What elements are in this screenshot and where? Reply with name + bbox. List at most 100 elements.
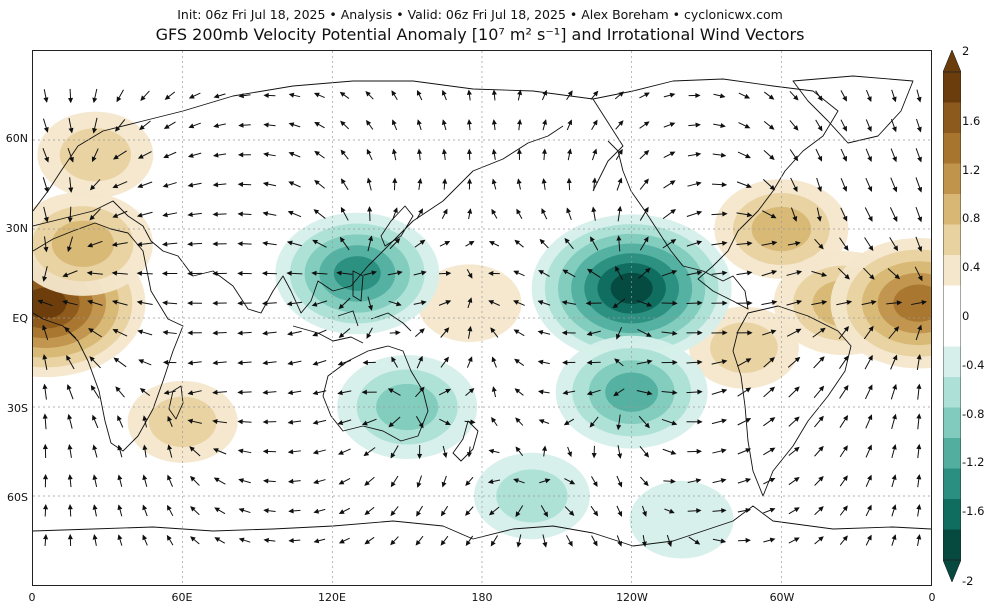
wind-vector-head xyxy=(669,92,676,98)
wind-vector-head xyxy=(115,126,121,132)
wind-vector-head xyxy=(187,182,194,188)
map-panel xyxy=(32,50,932,586)
wind-vector-head xyxy=(669,180,676,186)
wind-vector-head xyxy=(68,187,74,193)
colorbar-segment xyxy=(943,468,961,500)
wind-vector-head xyxy=(793,446,800,453)
wind-vector-head xyxy=(313,538,320,544)
wind-vector-head xyxy=(487,479,494,484)
wind-vector-head xyxy=(64,326,70,333)
wind-vector-head xyxy=(262,330,268,336)
wind-vector-head xyxy=(591,177,597,183)
wind-vector-head xyxy=(867,444,872,451)
wind-vector-head xyxy=(139,124,145,131)
wind-vector-head xyxy=(818,476,824,482)
wind-vector-head xyxy=(843,325,849,332)
wind-vector-head xyxy=(445,300,452,305)
lon-label-0-east: 0 xyxy=(928,591,936,604)
wind-vector-head xyxy=(543,511,549,518)
colorbar-min-arrow xyxy=(943,559,961,582)
wind-vector-head xyxy=(212,270,218,277)
wind-vector-head xyxy=(539,238,546,245)
colorbar-segment xyxy=(943,255,961,286)
wind-vector-head xyxy=(391,148,397,155)
wind-vector-head xyxy=(695,122,701,128)
wind-vector-head xyxy=(67,246,72,253)
wind-vector-head xyxy=(465,480,471,487)
wind-vector-head xyxy=(392,177,398,184)
wind-vector-head xyxy=(488,510,495,516)
wind-vector-head xyxy=(672,359,678,365)
wind-vector-head xyxy=(544,478,551,484)
wind-vector-head xyxy=(391,356,397,363)
wind-vector-head xyxy=(769,507,776,513)
wind-vector-head xyxy=(394,238,401,244)
wind-vector-head xyxy=(340,178,346,185)
wind-vector-head xyxy=(142,504,148,511)
wind-vector-head xyxy=(466,119,472,125)
wind-vector-head xyxy=(142,444,148,451)
wind-vector-head xyxy=(843,245,849,251)
wind-vector-head xyxy=(445,388,452,394)
wind-vector-head xyxy=(86,270,93,276)
anomaly-contour xyxy=(496,469,568,523)
colorbar-segment xyxy=(943,438,961,469)
wind-vector-head xyxy=(467,356,473,363)
wind-vector-head xyxy=(916,126,922,133)
wind-vector-head xyxy=(846,299,853,305)
wind-vector-head xyxy=(237,241,243,247)
wind-vector-head xyxy=(538,270,544,275)
wind-vector-head xyxy=(614,358,620,364)
wind-vector-head xyxy=(643,480,649,487)
lat-label-60n: 60N xyxy=(5,132,28,145)
wind-vector-head xyxy=(916,353,922,360)
wind-vector-head xyxy=(91,156,97,163)
wind-vector-head xyxy=(388,422,395,428)
wind-vector-head xyxy=(288,151,295,157)
lat-label-60s: 60S xyxy=(7,491,28,504)
wind-vector-head xyxy=(646,390,653,396)
wind-vector-head xyxy=(213,93,220,99)
wind-vector-head xyxy=(867,156,872,162)
wind-vector-head xyxy=(238,478,244,484)
wind-vector-head xyxy=(770,329,777,335)
wind-vector-head xyxy=(792,216,798,222)
wind-vector-head xyxy=(313,92,320,98)
wind-vector-head xyxy=(514,358,520,364)
wind-vector-head xyxy=(136,241,143,247)
wind-vector-head xyxy=(416,482,422,488)
wind-vector-head xyxy=(390,481,396,488)
wind-vector-head xyxy=(816,216,822,222)
wind-vector-head xyxy=(671,269,678,275)
wind-vector-head xyxy=(443,356,449,363)
wind-vector-head xyxy=(893,326,900,332)
wind-vector-head xyxy=(288,122,295,128)
wind-vector-head xyxy=(112,329,119,334)
wind-vector-head xyxy=(287,419,294,425)
map-title: GFS 200mb Velocity Potential Anomaly [10… xyxy=(155,25,805,44)
wind-vector-head xyxy=(541,208,547,214)
wind-vector-head xyxy=(92,504,98,510)
wind-vector-head xyxy=(768,124,775,130)
wind-vector-head xyxy=(842,95,847,102)
wind-vector-head xyxy=(744,93,751,99)
wind-vector-head xyxy=(746,270,753,276)
wind-vector-head xyxy=(720,538,727,544)
colorbar-segment xyxy=(943,346,961,378)
wind-vector-head xyxy=(745,537,751,543)
wind-vector-head xyxy=(90,384,96,391)
wind-vector-head xyxy=(43,246,49,253)
wind-vector-head xyxy=(340,206,346,213)
wind-vector-head xyxy=(237,330,243,336)
wind-vector-head xyxy=(722,270,728,276)
wind-vector-head xyxy=(288,508,294,514)
lon-label-120e: 120E xyxy=(318,591,346,604)
wind-vector-head xyxy=(442,208,448,215)
wind-vector-head xyxy=(187,418,194,424)
wind-vector-head xyxy=(670,478,676,484)
wind-vector-head xyxy=(465,540,471,547)
wind-vector-head xyxy=(592,540,598,547)
wind-vector-head xyxy=(261,300,268,306)
wind-vector-head xyxy=(668,508,675,514)
wind-vector-head xyxy=(190,536,196,542)
